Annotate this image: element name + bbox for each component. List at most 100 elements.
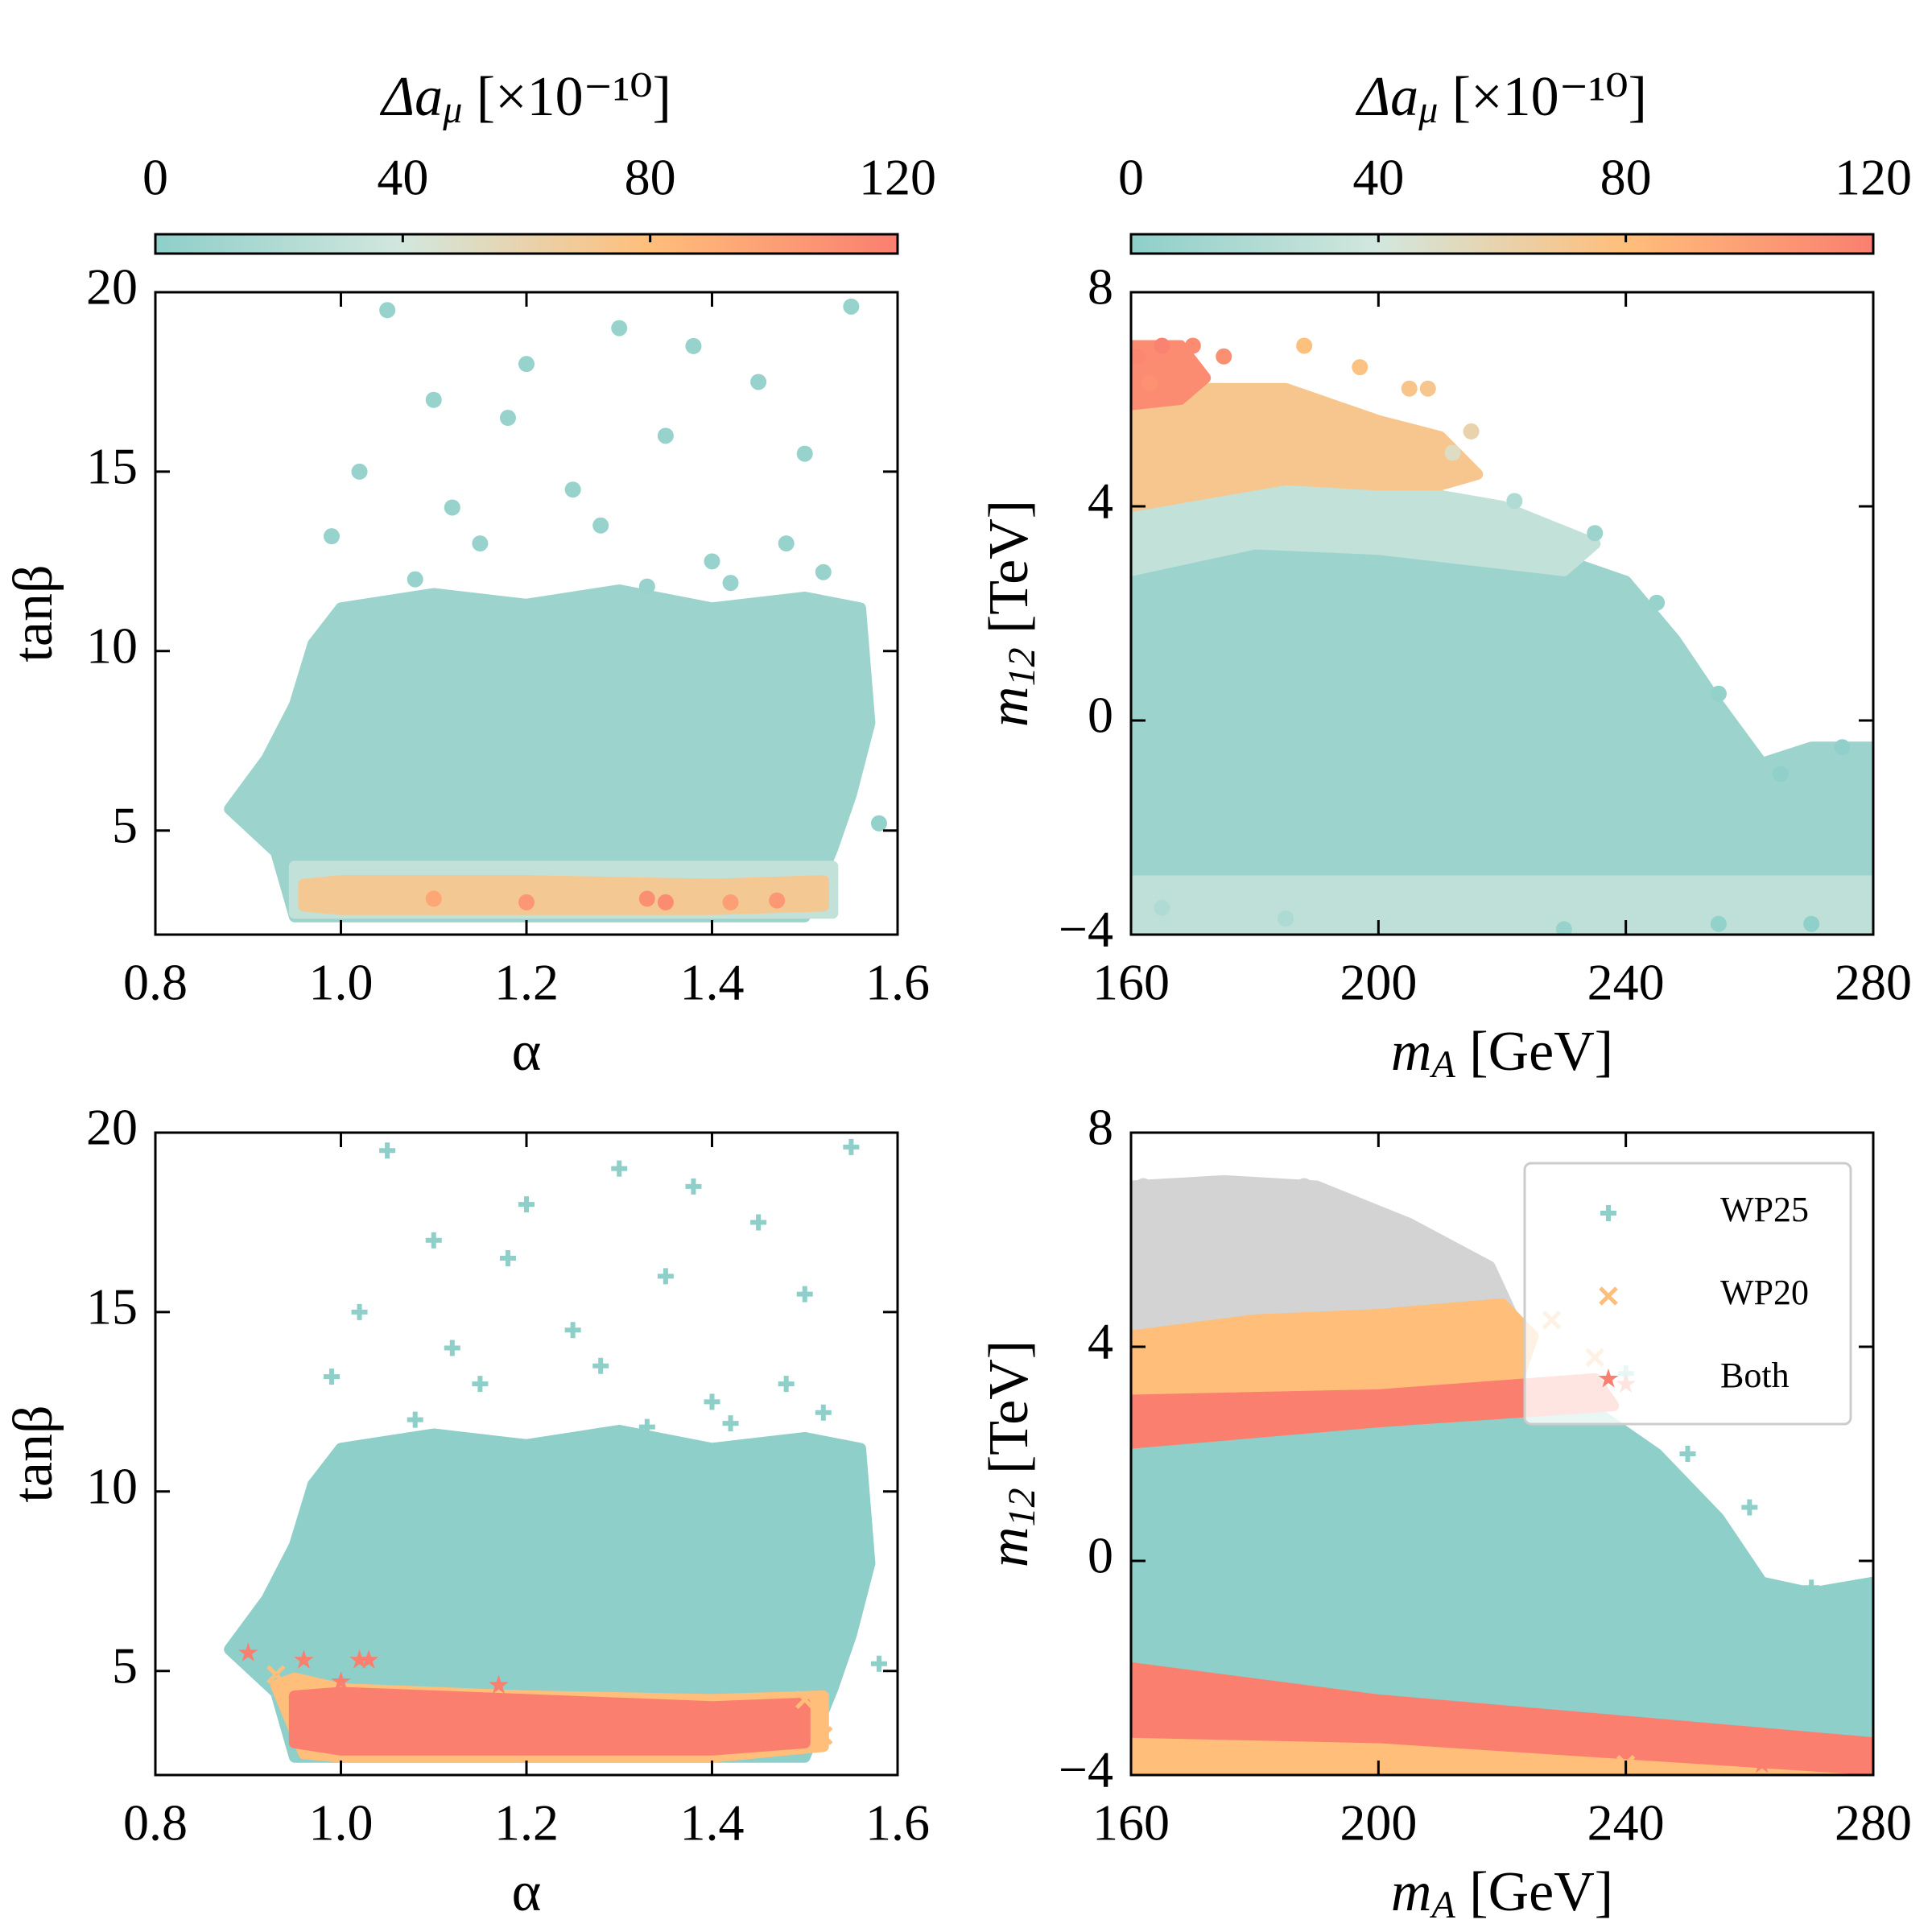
point xyxy=(1296,1178,1313,1195)
legend-label: Both xyxy=(1720,1356,1790,1395)
point xyxy=(1710,685,1727,702)
point xyxy=(379,1142,396,1159)
x-tick-label: 160 xyxy=(1092,1794,1170,1852)
y-tick-label: −4 xyxy=(1059,901,1113,958)
legend-label: WP25 xyxy=(1720,1190,1809,1229)
axis-label: m12 [TeV] xyxy=(978,1340,1043,1567)
axis-label: mA [GeV] xyxy=(1391,1861,1613,1926)
y-tick-label: 10 xyxy=(86,617,138,674)
point xyxy=(564,1322,581,1339)
point xyxy=(611,320,628,336)
axis-label: α xyxy=(512,1021,542,1083)
legend-box xyxy=(1523,1162,1852,1426)
colorbar-tick-label: 0 xyxy=(142,149,168,206)
point xyxy=(1679,1446,1696,1462)
point-cloud xyxy=(298,875,829,915)
point-cloud xyxy=(288,1686,811,1756)
colorbar xyxy=(154,233,899,255)
point xyxy=(489,1674,509,1695)
colorbar xyxy=(1129,233,1875,255)
x-tick-label: 1.0 xyxy=(309,954,374,1011)
point xyxy=(358,1649,379,1669)
point xyxy=(237,1642,258,1662)
point xyxy=(1803,1579,1820,1596)
point xyxy=(499,410,516,427)
plot-area xyxy=(224,298,887,923)
point xyxy=(1216,348,1232,365)
point xyxy=(499,1250,516,1267)
label-main: m xyxy=(978,1527,1040,1568)
point xyxy=(1368,1765,1389,1775)
point xyxy=(704,553,720,570)
label-sub: A xyxy=(1429,1043,1455,1086)
point xyxy=(592,1357,609,1374)
label-main: m xyxy=(1391,1021,1432,1083)
point xyxy=(1135,1178,1152,1195)
x-tick-label: 1.2 xyxy=(494,1794,559,1852)
label-unit: [×10⁻¹⁰] xyxy=(1438,66,1647,128)
point xyxy=(778,535,795,552)
y-tick-label: −4 xyxy=(1059,1741,1113,1798)
point xyxy=(795,1690,815,1710)
point xyxy=(472,1376,489,1393)
point xyxy=(1154,899,1170,916)
x-tick-label: 1.2 xyxy=(494,954,559,1011)
point-cloud xyxy=(1131,875,1873,935)
point xyxy=(351,463,368,480)
point xyxy=(722,575,739,592)
y-tick-label: 15 xyxy=(86,438,138,495)
point xyxy=(294,1649,314,1669)
point xyxy=(870,815,887,832)
point-cloud xyxy=(1131,1662,1873,1775)
x-tick-label: 0.8 xyxy=(123,1794,188,1852)
point xyxy=(815,564,832,580)
point xyxy=(796,1286,813,1302)
point xyxy=(1401,380,1418,397)
label-unit: [TeV] xyxy=(978,500,1040,648)
x-tick-label: 240 xyxy=(1587,954,1665,1011)
colorbar-tick-label: 80 xyxy=(625,149,676,206)
label-unit: [GeV] xyxy=(1455,1021,1613,1083)
y-tick-label: 15 xyxy=(86,1278,138,1335)
point xyxy=(592,517,609,534)
point xyxy=(1506,493,1523,510)
point xyxy=(444,1340,460,1356)
point xyxy=(351,1303,368,1320)
y-tick-label: 10 xyxy=(86,1457,138,1514)
point xyxy=(685,1178,702,1195)
plot-area xyxy=(1131,337,1873,935)
x-tick-label: 1.4 xyxy=(680,1794,745,1852)
point xyxy=(1710,915,1727,932)
y-tick-label: 5 xyxy=(112,1637,138,1694)
point xyxy=(778,1376,795,1393)
point xyxy=(472,535,489,552)
axis-label: tanβ xyxy=(2,564,64,662)
point xyxy=(796,445,813,462)
point xyxy=(407,571,423,588)
label-main: Δa xyxy=(1355,66,1418,128)
colorbar-tick-label: 40 xyxy=(377,149,428,206)
y-tick-label: 5 xyxy=(112,796,138,853)
point xyxy=(1278,910,1294,927)
point xyxy=(685,337,702,354)
point xyxy=(1444,444,1461,461)
point xyxy=(1339,1216,1356,1232)
axis-label: tanβ xyxy=(2,1405,64,1502)
point xyxy=(1154,337,1170,354)
label-sub: μ xyxy=(442,89,462,131)
point xyxy=(1649,594,1666,611)
point xyxy=(1772,766,1789,782)
x-tick-label: 160 xyxy=(1092,954,1170,1011)
y-tick-label: 4 xyxy=(1088,473,1113,530)
colorbar-tick-label: 0 xyxy=(1118,149,1144,206)
colorbar-tick-label: 120 xyxy=(859,149,936,206)
point xyxy=(1184,337,1201,354)
point xyxy=(266,1665,286,1684)
point xyxy=(1587,525,1604,542)
point xyxy=(425,391,442,408)
x-tick-label: 240 xyxy=(1587,1794,1665,1852)
point xyxy=(1401,1220,1418,1237)
point xyxy=(1708,1737,1729,1757)
axis-label: mA [GeV] xyxy=(1391,1021,1613,1086)
point xyxy=(657,1268,674,1285)
